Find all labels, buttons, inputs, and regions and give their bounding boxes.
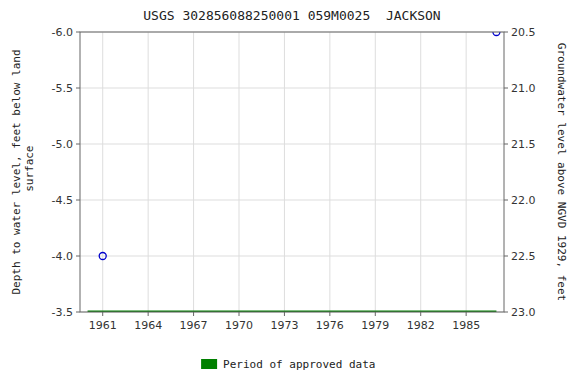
y-tick bbox=[76, 144, 80, 145]
scatter-point bbox=[99, 253, 106, 260]
y2-tick bbox=[504, 88, 508, 89]
y-tick-label: -4.0 bbox=[52, 250, 73, 263]
x-tick bbox=[193, 312, 194, 316]
x-tick bbox=[148, 312, 149, 316]
grid-line-y bbox=[80, 256, 504, 257]
x-tick-label: 1982 bbox=[407, 319, 435, 332]
y2-tick-label: 21.5 bbox=[511, 138, 536, 151]
x-tick-label: 1970 bbox=[225, 319, 253, 332]
legend-label: Period of approved data bbox=[223, 358, 375, 371]
grid-line-y bbox=[80, 200, 504, 201]
chart: 1961 1964 1967 1970 1973 1976 1979 1982 1985 -6.0… bbox=[0, 0, 576, 384]
grid-line-x bbox=[239, 32, 240, 312]
y-tick bbox=[76, 32, 80, 33]
y2-tick-label: 23.0 bbox=[511, 306, 536, 319]
y2-tick bbox=[504, 256, 508, 257]
grid-line-x bbox=[284, 32, 285, 312]
y-tick-label: -4.5 bbox=[52, 194, 73, 207]
y2-tick bbox=[504, 200, 508, 201]
y2-tick bbox=[504, 312, 508, 313]
y2-axis-label: Groundwater level above NGVD 1929, feet bbox=[555, 43, 568, 301]
x-tick bbox=[102, 312, 103, 316]
y-tick bbox=[76, 312, 80, 313]
y-tick bbox=[76, 200, 80, 201]
grid-line-x bbox=[329, 32, 330, 312]
x-tick bbox=[284, 312, 285, 316]
grid-line-x bbox=[466, 32, 467, 312]
y-tick bbox=[76, 88, 80, 89]
grid-line-x bbox=[193, 32, 194, 312]
y2-tick-label: 22.0 bbox=[511, 194, 536, 207]
x-tick-label: 1964 bbox=[134, 319, 162, 332]
x-tick-label: 1976 bbox=[316, 319, 344, 332]
x-tick bbox=[329, 312, 330, 316]
x-tick bbox=[239, 312, 240, 316]
x-tick-label: 1985 bbox=[452, 319, 480, 332]
y-axis-label-line: Depth to water level, feet below land bbox=[10, 49, 23, 294]
plot-data bbox=[88, 32, 500, 312]
plot-frame bbox=[80, 32, 504, 312]
y2-tick bbox=[504, 32, 508, 33]
legend: Period of approved data bbox=[201, 358, 375, 371]
axes: 1961 1964 1967 1970 1973 1976 1979 1982 1985 -6.0… bbox=[52, 26, 536, 332]
y-tick-label: -5.5 bbox=[52, 82, 73, 95]
grid-line-x bbox=[420, 32, 421, 312]
x-tick-label: 1979 bbox=[361, 319, 389, 332]
x-tick bbox=[375, 312, 376, 316]
y-axis-label-line: surface bbox=[23, 146, 36, 199]
grid-line-y bbox=[80, 88, 504, 89]
grid-line-x bbox=[148, 32, 149, 312]
title: USGS 302856088250001 059M0025 JACKSON bbox=[143, 8, 440, 23]
y2-tick bbox=[504, 144, 508, 145]
grid bbox=[80, 32, 504, 312]
y2-tick-label: 21.0 bbox=[511, 82, 536, 95]
grid-line-x bbox=[375, 32, 376, 312]
x-tick bbox=[466, 312, 467, 316]
background bbox=[0, 0, 576, 384]
y-tick bbox=[76, 256, 80, 257]
x-tick-label: 1961 bbox=[89, 319, 117, 332]
grid-line-x bbox=[102, 32, 103, 312]
y2-tick-label: 22.5 bbox=[511, 250, 536, 263]
grid-line-y bbox=[80, 144, 504, 145]
legend-swatch bbox=[201, 359, 217, 369]
y-tick-label: -3.5 bbox=[52, 306, 73, 319]
y-tick-label: -5.0 bbox=[52, 138, 73, 151]
x-tick-label: 1967 bbox=[180, 319, 208, 332]
y-axis-label: Depth to water level, feet below land su… bbox=[10, 49, 36, 294]
x-tick-label: 1973 bbox=[270, 319, 298, 332]
y2-tick-label: 20.5 bbox=[511, 26, 536, 39]
y-tick-label: -6.0 bbox=[52, 26, 73, 39]
scatter-point bbox=[493, 32, 500, 36]
x-tick bbox=[420, 312, 421, 316]
